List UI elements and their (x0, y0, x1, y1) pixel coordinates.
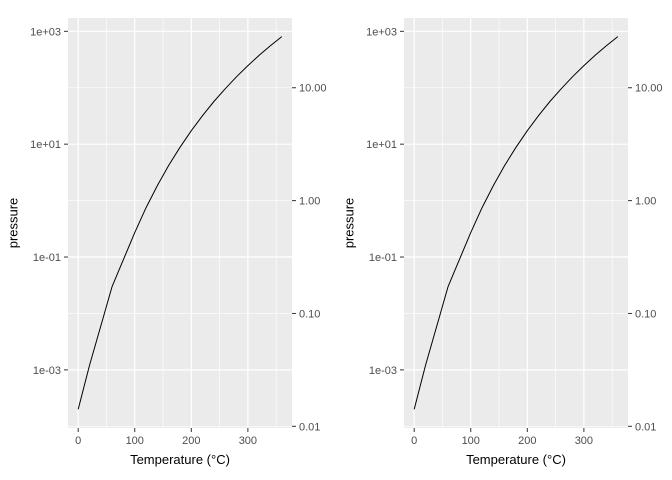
y-axis-tick-label: 1e+03 (30, 26, 61, 38)
y2-axis-tick-label: 0.01 (299, 421, 320, 433)
y2-axis-tick-label: 0.10 (635, 308, 656, 320)
pressure-line (413, 36, 619, 410)
x-axis-title: Temperature (°C) (130, 452, 230, 467)
pressure-line (77, 36, 283, 410)
x-axis-tick-label: 200 (182, 435, 200, 447)
chart-left: 1e+03 1e+01 1e-01 1e-03 10.00 1.00 0.10 0.01 0 10… (5, 18, 327, 467)
y-axis-tick-label: 1e-01 (33, 252, 61, 264)
y-axis-tick-label: 1e-03 (369, 365, 397, 377)
plot-panel (68, 18, 292, 428)
y2-axis-tick-label: 10.00 (299, 83, 327, 95)
y-axis-title: pressure (341, 197, 357, 249)
y-axis-tick-label: 1e+01 (30, 139, 61, 151)
y-axis-title: pressure (5, 197, 21, 249)
y-axis-tick-label: 1e+03 (366, 26, 397, 38)
chart-right: 1e+03 1e+01 1e-01 1e-03 10.00 1.00 0.10 0.01 0 10… (336, 0, 672, 480)
y2-axis-tick-label: 1.00 (299, 196, 320, 208)
chart-canvas: 1e+03 1e+01 1e-01 1e-03 10.00 1.00 0.10 0.01 0 10… (30, 18, 327, 447)
y-axis-tick-label: 1e-01 (369, 252, 397, 264)
y-axis-tick-label: 1e+01 (366, 139, 397, 151)
x-axis-tick-label: 100 (126, 435, 144, 447)
x-axis-tick-label: 300 (239, 435, 257, 447)
x-axis-tick-label: 0 (75, 435, 81, 447)
x-axis-tick-label: 100 (462, 435, 480, 447)
y2-axis-tick-label: 1.00 (635, 196, 656, 208)
x-axis-title: Temperature (°C) (466, 452, 566, 467)
y2-axis-tick-label: 0.01 (635, 421, 656, 433)
y2-axis-tick-label: 0.10 (299, 308, 320, 320)
x-axis-tick-label: 300 (575, 435, 593, 447)
chart-canvas: 1e+03 1e+01 1e-01 1e-03 10.00 1.00 0.10 0.01 0 10… (366, 18, 663, 447)
x-axis-tick-label: 0 (411, 435, 417, 447)
y-axis-tick-label: 1e-03 (33, 365, 61, 377)
y2-axis-tick-label: 10.00 (635, 83, 663, 95)
plot-panel (404, 18, 628, 428)
x-axis-tick-label: 200 (518, 435, 536, 447)
